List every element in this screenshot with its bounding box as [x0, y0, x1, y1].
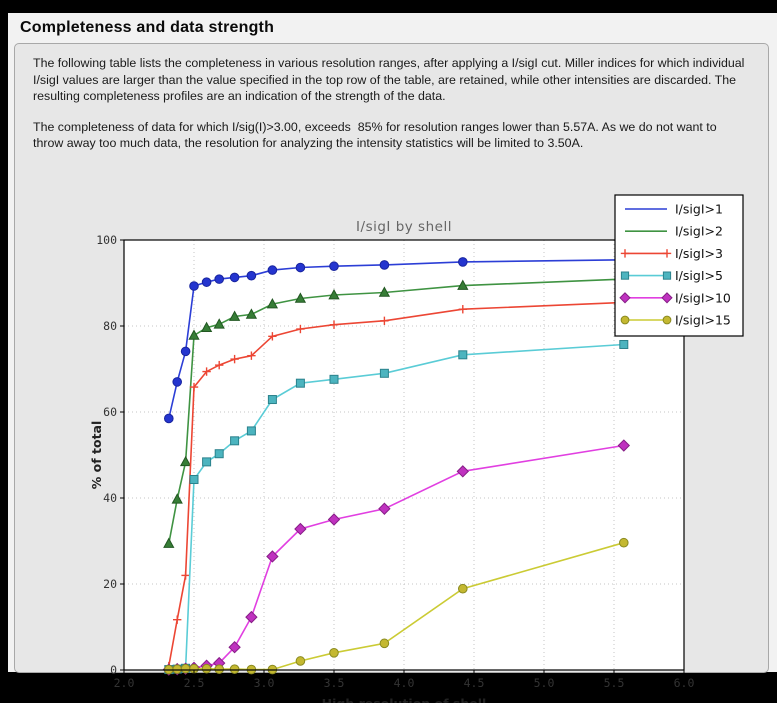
svg-text:2.5: 2.5 [184, 676, 205, 690]
completeness-section-panel: The following table lists the completene… [14, 43, 769, 703]
svg-text:80: 80 [103, 319, 117, 333]
legend-entry-i-sigi-5: I/sigI>5 [620, 268, 723, 283]
svg-text:60: 60 [103, 405, 117, 419]
svg-text:I/sigI>3: I/sigI>3 [675, 246, 723, 261]
legend-entry-i-sigi-10: I/sigI>10 [619, 290, 731, 305]
svg-text:100: 100 [96, 233, 117, 247]
svg-text:3.0: 3.0 [254, 676, 275, 690]
paragraph-conclusion: The completeness of data for which I/sig… [33, 119, 721, 151]
series-i-sigi-3 [164, 298, 628, 671]
svg-text:0: 0 [110, 663, 117, 677]
svg-text:20: 20 [103, 577, 117, 591]
legend-entry-i-sigi-3: I/sigI>3 [620, 246, 723, 261]
page-title: Completeness and data strength [20, 19, 275, 36]
svg-text:I/sigI>2: I/sigI>2 [675, 224, 723, 239]
completeness-chart: 2.0 2.5 3.0 3.5 4.0 4.5 5.0 5.5 6.0 0 20 40 60 80 100 I… [89, 194, 744, 703]
x-axis-label: High resolution of shell [322, 696, 487, 703]
legend-entry-i-sigi-2: I/sigI>2 [625, 224, 723, 239]
gridlines [124, 240, 684, 670]
legend-entry-i-sigi-15: I/sigI>15 [620, 313, 731, 328]
svg-text:4.5: 4.5 [464, 676, 485, 690]
svg-text:2.0: 2.0 [114, 676, 135, 690]
y-axis-label: % of total [89, 421, 104, 490]
svg-text:I/sigI>15: I/sigI>15 [675, 313, 731, 328]
legend-entry-i-sigi-1: I/sigI>1 [625, 202, 723, 217]
svg-text:40: 40 [103, 491, 117, 505]
svg-text:I/sigI>1: I/sigI>1 [675, 202, 723, 217]
svg-text:5.5: 5.5 [604, 676, 625, 690]
svg-text:I/sigI>10: I/sigI>10 [675, 290, 731, 305]
report-window: Completeness and data strength The follo… [8, 13, 777, 703]
svg-text:4.0: 4.0 [394, 676, 415, 690]
chart-title: I/sigI by shell [356, 219, 452, 235]
paragraph-intro: The following table lists the completene… [33, 56, 748, 103]
axis-ticks: 2.0 2.5 3.0 3.5 4.0 4.5 5.0 5.5 6.0 0 20 40 60 80 100 [96, 233, 694, 690]
svg-text:6.0: 6.0 [674, 676, 695, 690]
svg-text:5.0: 5.0 [534, 676, 555, 690]
legend: I/sigI>1 I/sigI>2 I/sigI>3 I/sigI>5 I/sigI>1… [614, 194, 744, 337]
svg-text:3.5: 3.5 [324, 676, 345, 690]
svg-text:I/sigI>5: I/sigI>5 [675, 268, 723, 283]
